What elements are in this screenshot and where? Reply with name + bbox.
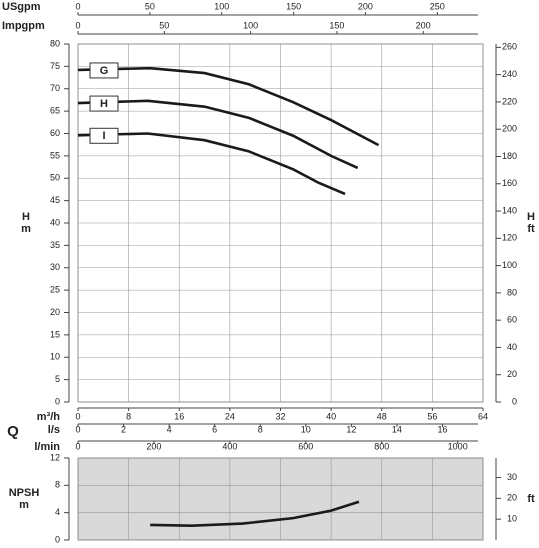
y2-tick-label: 30 bbox=[507, 472, 517, 482]
extra-x-tick-label: 200 bbox=[416, 20, 431, 30]
y-tick-label: 12 bbox=[50, 452, 60, 462]
x-tick-label: 64 bbox=[478, 411, 488, 421]
x-tick-label: 0 bbox=[75, 411, 80, 421]
y-tick-label: 30 bbox=[50, 262, 60, 272]
y-tick-label: 5 bbox=[55, 374, 60, 384]
curve bbox=[77, 66, 380, 147]
extra-x-tick-label: 600 bbox=[298, 441, 313, 451]
x-axis-label: m³/h bbox=[37, 411, 61, 423]
y2-tick-label: 260 bbox=[502, 42, 517, 52]
y2-tick-label: 20 bbox=[507, 369, 517, 379]
extra-x-tick-label: 150 bbox=[286, 1, 301, 11]
y-axis-label: m bbox=[19, 499, 29, 511]
extra-x-tick-label: 50 bbox=[159, 20, 169, 30]
y-tick-label: 55 bbox=[50, 150, 60, 160]
x-tick-label: 40 bbox=[326, 411, 336, 421]
y-tick-label: 4 bbox=[55, 507, 60, 517]
extra-x-tick-label: 250 bbox=[430, 1, 445, 11]
y-tick-label: 80 bbox=[50, 38, 60, 48]
y2-tick-label: 220 bbox=[502, 96, 517, 106]
curve-label: I bbox=[102, 130, 105, 142]
y-tick-label: 75 bbox=[50, 61, 60, 71]
extra-x-tick-label: 200 bbox=[146, 441, 161, 451]
extra-x-tick-label: 14 bbox=[392, 424, 402, 434]
y2-tick-label: 80 bbox=[507, 287, 517, 297]
q-label: Q bbox=[7, 423, 19, 440]
y2-tick-label: 200 bbox=[502, 124, 517, 134]
y-tick-label: 50 bbox=[50, 173, 60, 183]
curve bbox=[77, 99, 359, 170]
curve-label: H bbox=[100, 98, 108, 110]
y2-tick-label: 160 bbox=[502, 178, 517, 188]
y2-tick-label: 100 bbox=[502, 260, 517, 270]
y-tick-label: 15 bbox=[50, 329, 60, 339]
extra-x-axis-label: l/s bbox=[48, 424, 60, 436]
y2-tick-label: 180 bbox=[502, 151, 517, 161]
y2-tick-label: 120 bbox=[502, 233, 517, 243]
y2-tick-label: 20 bbox=[507, 493, 517, 503]
extra-x-tick-label: 16 bbox=[437, 424, 447, 434]
extra-x-tick-label: 100 bbox=[243, 20, 258, 30]
y-tick-label: 35 bbox=[50, 240, 60, 250]
y-axis-label: m bbox=[21, 223, 31, 235]
curve bbox=[77, 132, 346, 196]
extra-x-tick-label: 150 bbox=[329, 20, 344, 30]
y-axis-label: H bbox=[22, 211, 30, 223]
extra-x-tick-label: 2 bbox=[121, 424, 126, 434]
extra-x-tick-label: 6 bbox=[212, 424, 217, 434]
extra-x-tick-label: 800 bbox=[374, 441, 389, 451]
y2-axis-label: ft bbox=[527, 493, 535, 505]
extra-x-tick-label: 100 bbox=[214, 1, 229, 11]
y2-tick-label: 140 bbox=[502, 205, 517, 215]
y-tick-label: 65 bbox=[50, 106, 60, 116]
y-tick-label: 45 bbox=[50, 195, 60, 205]
curve-label-box bbox=[89, 127, 119, 144]
extra-x-axis-label: USgpm bbox=[2, 1, 41, 13]
extra-x-tick-label: 8 bbox=[258, 424, 263, 434]
curve-label-box bbox=[89, 62, 119, 79]
x-tick-label: 16 bbox=[174, 411, 184, 421]
extra-x-tick-label: 4 bbox=[167, 424, 172, 434]
y2-tick-label: 40 bbox=[507, 342, 517, 352]
extra-x-axis-label: l/min bbox=[34, 441, 60, 453]
y2-tick-label: 240 bbox=[502, 69, 517, 79]
x-tick-label: 56 bbox=[427, 411, 437, 421]
extra-x-axis-label: Impgpm bbox=[2, 20, 45, 32]
extra-x-tick-label: 0 bbox=[75, 20, 80, 30]
curve-label-box bbox=[89, 95, 119, 112]
y2-tick-label: 60 bbox=[507, 315, 517, 325]
extra-x-tick-label: 0 bbox=[75, 1, 80, 11]
y2-axis-label: H bbox=[527, 211, 535, 223]
extra-x-tick-label: 0 bbox=[75, 424, 80, 434]
y-tick-label: 25 bbox=[50, 285, 60, 295]
y-tick-label: 20 bbox=[50, 307, 60, 317]
x-tick-label: 48 bbox=[377, 411, 387, 421]
y-tick-label: 10 bbox=[50, 352, 60, 362]
extra-x-tick-label: 1000 bbox=[448, 441, 468, 451]
y-tick-label: 0 bbox=[55, 396, 60, 406]
x-tick-label: 8 bbox=[126, 411, 131, 421]
x-tick-label: 32 bbox=[275, 411, 285, 421]
extra-x-tick-label: 0 bbox=[75, 441, 80, 451]
x-tick-label: 24 bbox=[225, 411, 235, 421]
y-tick-label: 8 bbox=[55, 480, 60, 490]
extra-x-tick-label: 400 bbox=[222, 441, 237, 451]
curve bbox=[150, 500, 360, 527]
extra-x-tick-label: 200 bbox=[358, 1, 373, 11]
y2-tick-label: 10 bbox=[507, 514, 517, 524]
curve-label: G bbox=[100, 65, 109, 77]
y2-axis-label: ft bbox=[527, 223, 535, 235]
extra-x-tick-label: 12 bbox=[346, 424, 356, 434]
y-tick-label: 40 bbox=[50, 217, 60, 227]
y-tick-label: 70 bbox=[50, 83, 60, 93]
extra-x-tick-label: 50 bbox=[145, 1, 155, 11]
extra-x-tick-label: 10 bbox=[301, 424, 311, 434]
y-axis-label: NPSH bbox=[9, 487, 40, 499]
y-tick-label: 60 bbox=[50, 128, 60, 138]
y2-tick-label: 0 bbox=[512, 396, 517, 406]
y-tick-label: 0 bbox=[55, 534, 60, 544]
